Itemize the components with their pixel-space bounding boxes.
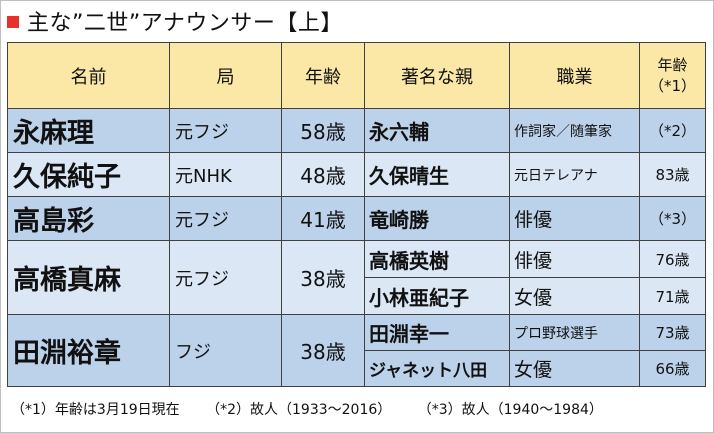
table-row: 久保純子 元NHK 48歳 久保晴生 元日テレアナ 83歳 — [7, 152, 706, 197]
announcer-name: 高橋真麻 — [7, 240, 170, 315]
parent-job: 作詞家／随筆家 — [509, 108, 640, 153]
footnote-3: （*3）故人（1940～1984） — [417, 402, 603, 418]
parent-age: 83歳 — [639, 152, 706, 197]
parent-age: 71歳 — [639, 277, 706, 315]
parent-age: 73歳 — [639, 314, 706, 351]
table-row: 永麻理 元フジ 58歳 永六輔 作詞家／随筆家 （*2） — [7, 108, 706, 153]
announcer-name: 高島彩 — [7, 196, 170, 241]
announcer-age: 38歳 — [281, 314, 365, 387]
table-row: 高橋真麻 元フジ 38歳 高橋英樹 俳優 76歳 — [7, 240, 706, 315]
announcer-name: 田淵裕章 — [7, 314, 170, 387]
parent-job: 俳優 — [509, 196, 640, 241]
parent-age: （*2） — [639, 108, 706, 153]
parent-name: 田淵幸一 — [364, 314, 510, 351]
announcer-age: 48歳 — [281, 152, 365, 197]
header-parent: 著名な親 — [364, 42, 510, 109]
table-row: ジャネット八田 女優 66歳 — [8, 350, 706, 387]
title: 主な”二世”アナウンサー【上】 — [27, 11, 343, 36]
title-row: 主な”二世”アナウンサー【上】 — [7, 5, 343, 37]
parent-name: 高橋英樹 — [364, 240, 510, 278]
announcer-kyoku: フジ — [169, 314, 282, 387]
announcer-kyoku: 元NHK — [169, 152, 282, 197]
announcer-name: 永麻理 — [7, 108, 170, 153]
parent-age: 66歳 — [639, 350, 706, 387]
header-age: 年齢 — [281, 42, 365, 109]
header-parent-age-line2: （*1） — [648, 76, 697, 95]
table-row: 高島彩 元フジ 41歳 竜崎勝 俳優 （*3） — [7, 196, 706, 241]
table-row: 小林亜紀子 女優 71歳 — [8, 277, 706, 315]
announcer-age: 58歳 — [281, 108, 365, 153]
footnotes: （*1）年齢は3月19日現在 （*2）故人（1933～2016） （*3）故人（… — [11, 399, 625, 419]
parent-job: 女優 — [509, 350, 640, 387]
parent-name: 小林亜紀子 — [364, 277, 510, 315]
header-parent-age-line1: 年齢 — [657, 55, 688, 74]
header-kyoku: 局 — [169, 42, 282, 109]
announcer-kyoku: 元フジ — [169, 196, 282, 241]
parent-age: 76歳 — [639, 240, 706, 278]
parent-job: プロ野球選手 — [509, 314, 640, 351]
header-row: 名前 局 年齢 著名な親 職業 年齢 （*1） — [7, 42, 706, 109]
red-square-icon — [7, 16, 19, 28]
parent-age: （*3） — [639, 196, 706, 241]
parent-job: 元日テレアナ — [509, 152, 640, 197]
table-row: 田淵裕章 フジ 38歳 田淵幸一 プロ野球選手 73歳 — [7, 314, 706, 387]
announcer-table: 名前 局 年齢 著名な親 職業 年齢 （*1） 永麻理 元フジ 58歳 永六輔 … — [7, 42, 706, 387]
parent-job: 女優 — [509, 277, 640, 315]
parent-name: 久保晴生 — [364, 152, 510, 197]
footnote-2: （*2）故人（1933～2016） — [206, 402, 392, 418]
announcer-age: 41歳 — [281, 196, 365, 241]
announcer-kyoku: 元フジ — [169, 240, 282, 315]
header-name: 名前 — [7, 42, 170, 109]
parent-job: 俳優 — [509, 240, 640, 278]
announcer-name: 久保純子 — [7, 152, 170, 197]
header-job: 職業 — [509, 42, 640, 109]
footnote-1: （*1）年齢は3月19日現在 — [11, 402, 180, 418]
parent-name: 永六輔 — [364, 108, 510, 153]
announcer-kyoku: 元フジ — [169, 108, 282, 153]
header-parent-age: 年齢 （*1） — [639, 42, 706, 109]
parent-name: ジャネット八田 — [364, 350, 510, 387]
announcer-age: 38歳 — [281, 240, 365, 315]
parent-name: 竜崎勝 — [364, 196, 510, 241]
